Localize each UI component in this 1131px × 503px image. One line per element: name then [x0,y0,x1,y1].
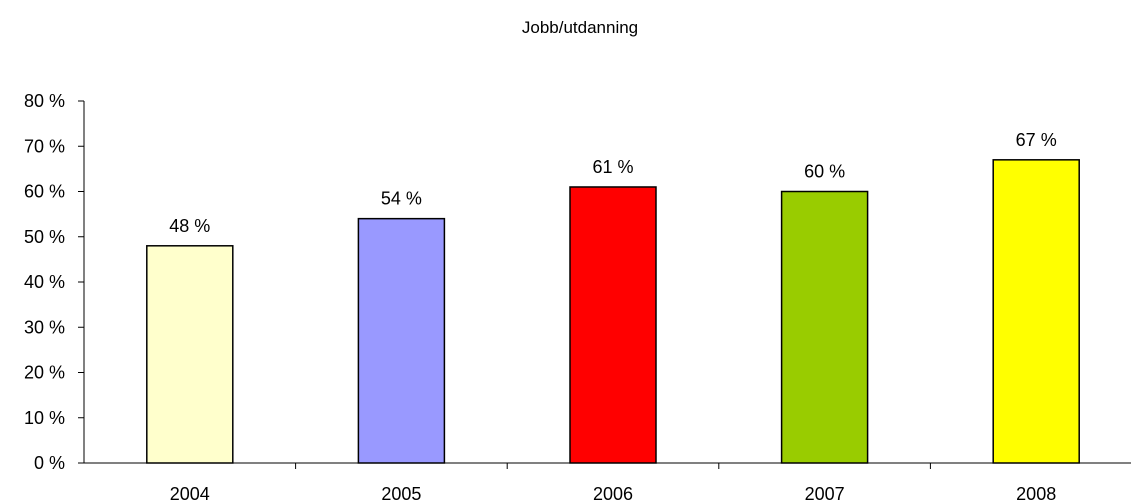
x-tick-label-2006: 2006 [593,484,633,503]
bar-2006 [569,186,657,464]
x-tick-label-2004: 2004 [170,484,210,503]
bar-2007 [780,190,869,464]
data-label-2006: 61 % [592,157,633,177]
bar-2005 [357,217,446,464]
data-label-2007: 60 % [804,162,845,182]
y-tick-label: 40 % [24,272,65,292]
y-tick-label: 10 % [24,408,65,428]
chart-title: Jobb/utdanning [522,18,638,37]
y-tick-label: 50 % [24,227,65,247]
x-tick-label-2005: 2005 [381,484,421,503]
y-tick-label: 0 % [34,453,65,473]
x-tick-label-2007: 2007 [805,484,845,503]
y-tick-label: 60 % [24,182,65,202]
data-label-2005: 54 % [381,189,422,209]
y-tick-label: 20 % [24,363,65,383]
x-tick-label-2008: 2008 [1016,484,1056,503]
data-label-2008: 67 % [1016,130,1057,150]
bar-2004 [146,245,234,464]
y-tick-label: 80 % [24,91,65,111]
y-tick-label: 30 % [24,317,65,337]
bar-2008 [992,159,1080,464]
bars: 48 % 54 % 61 % 60 % 67 % [146,130,1080,464]
data-label-2004: 48 % [169,216,210,236]
y-tick-label: 70 % [24,136,65,156]
axes: 0 % 10 % 20 % 30 % 40 % 50 % 60 % 70 % 80 % 2004 2… [24,91,1131,503]
